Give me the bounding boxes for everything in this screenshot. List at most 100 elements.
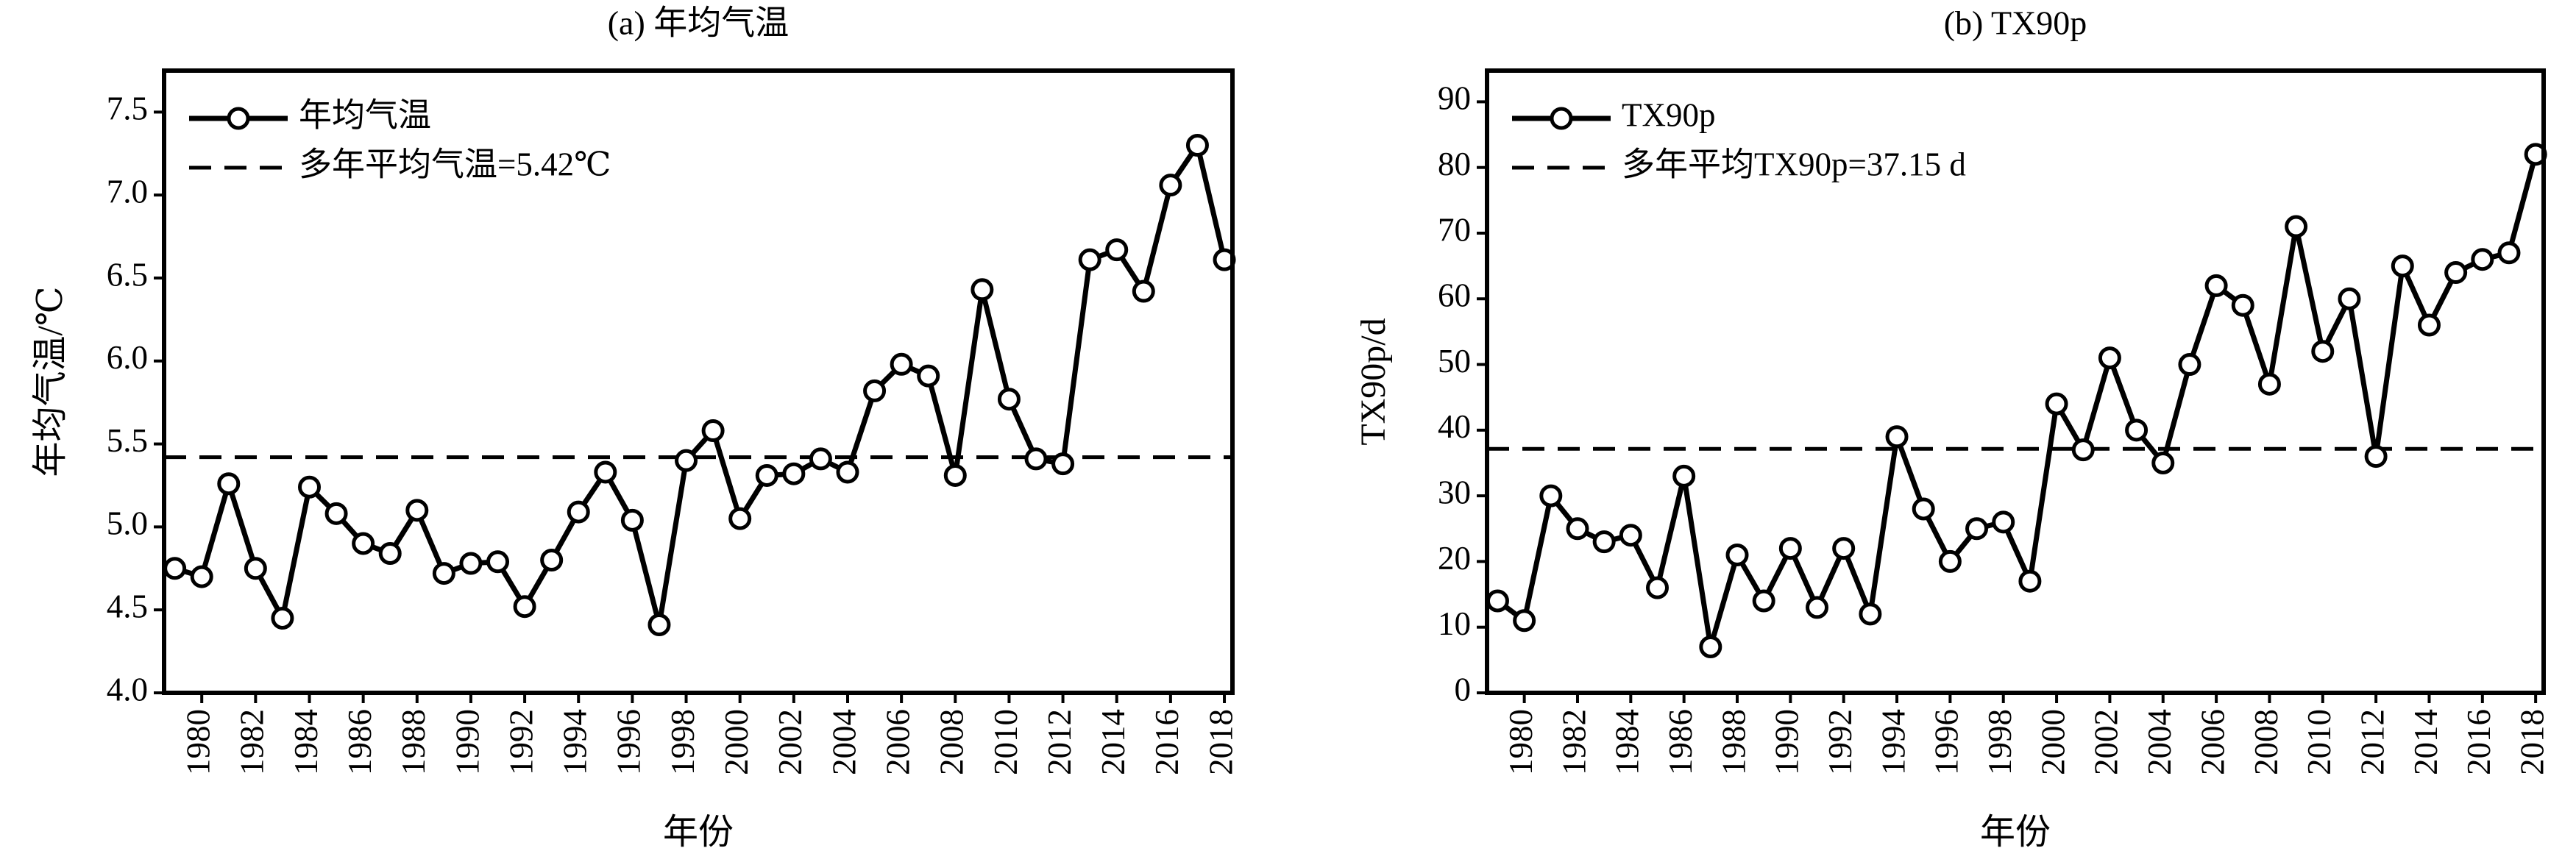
data-point: [2071, 438, 2095, 462]
x-tick-label: 1992: [1822, 709, 1859, 775]
data-point: [1992, 510, 2015, 534]
x-tick-label: 1992: [503, 709, 539, 775]
y-tick-label: 5.5: [107, 422, 148, 459]
data-point: [2444, 261, 2468, 285]
x-tick-label: 1998: [664, 709, 701, 775]
data-point: [1619, 524, 1642, 547]
data-point: [271, 606, 294, 630]
data-point: [1832, 537, 1856, 560]
legend-label: 多年平均气温=5.42℃: [299, 146, 611, 182]
x-tick-label: 1980: [1502, 709, 1539, 775]
data-point: [997, 388, 1021, 411]
data-point: [701, 419, 725, 443]
data-point: [2417, 313, 2441, 337]
data-point: [1859, 602, 1882, 626]
data-point: [1078, 248, 1101, 271]
data-point: [2285, 215, 2308, 238]
data-point: [890, 352, 913, 376]
x-tick-label: 2018: [2513, 709, 2550, 775]
x-tick-label: 2008: [2248, 709, 2285, 775]
data-point: [2311, 340, 2335, 363]
data-point: [2098, 346, 2121, 370]
data-point: [1539, 484, 1563, 507]
x-tick-label: 2006: [879, 709, 916, 775]
x-tick-label: 2014: [1095, 709, 1132, 775]
x-tick-label: 2016: [2460, 709, 2497, 775]
data-point: [163, 557, 187, 580]
x-tick-label: 1998: [1981, 709, 2018, 775]
x-tick-label: 1990: [449, 709, 486, 775]
data-point: [2018, 569, 2042, 593]
data-point: [1024, 447, 1048, 471]
data-point: [2497, 241, 2521, 265]
x-tick-label: 1994: [1875, 709, 1912, 775]
x-tick-label: 2000: [2034, 709, 2071, 775]
x-tick-label: 1982: [1555, 709, 1592, 775]
data-point: [2364, 445, 2388, 469]
x-tick-label: 1988: [395, 709, 432, 775]
x-axis-label: 年份: [663, 813, 734, 852]
y-tick-label: 10: [1438, 605, 1471, 642]
x-tick-label: 2012: [1041, 709, 1078, 775]
y-tick-label: 4.0: [107, 671, 148, 708]
data-point: [1185, 134, 1209, 157]
x-tick-label: 2002: [2088, 709, 2125, 775]
x-tick-label: 2004: [826, 709, 862, 775]
data-point: [190, 565, 213, 588]
data-point: [352, 532, 375, 555]
legend-marker: [227, 107, 250, 130]
data-point: [2125, 418, 2149, 442]
data-point: [2178, 353, 2201, 377]
data-point: [1672, 464, 1696, 488]
data-point: [1486, 589, 1509, 613]
legend-label: 年均气温: [299, 96, 431, 133]
x-tick-label: 2008: [934, 709, 971, 775]
y-tick-label: 7.0: [107, 174, 148, 210]
x-tick-label: 2016: [1149, 709, 1185, 775]
y-tick-label: 6.0: [107, 339, 148, 376]
data-point: [594, 460, 617, 484]
x-tick-label: 2018: [1202, 709, 1239, 775]
data-point: [647, 613, 671, 637]
data-point: [782, 462, 806, 485]
data-point: [1051, 452, 1075, 476]
x-tick-label: 1984: [1609, 709, 1646, 775]
data-point: [2151, 451, 2175, 474]
x-tick-label: 1980: [180, 709, 217, 775]
data-point: [971, 278, 994, 302]
y-tick-label: 30: [1438, 474, 1471, 510]
x-tick-label: 2006: [2194, 709, 2231, 775]
data-point: [675, 449, 698, 472]
data-point: [513, 595, 536, 619]
data-line: [1496, 153, 2538, 649]
data-point: [836, 460, 859, 484]
plot-frame: [162, 68, 1235, 695]
data-point: [378, 541, 402, 565]
x-tick-label: 1996: [1929, 709, 1965, 775]
data-point: [1159, 174, 1182, 197]
y-tick-label: 60: [1438, 277, 1471, 314]
data-point: [1725, 543, 1749, 566]
data-point: [1938, 549, 1962, 573]
data-point: [1513, 609, 1536, 633]
data-point: [540, 549, 564, 572]
x-tick-label: 1996: [611, 709, 647, 775]
y-tick-label: 70: [1438, 211, 1471, 248]
chart-title: (a) 年均气温: [608, 4, 790, 42]
data-point: [863, 379, 887, 402]
plot-frame: [1485, 68, 2546, 695]
data-point: [809, 447, 832, 471]
legend-marker: [1550, 107, 1573, 130]
data-point: [1778, 537, 1802, 560]
data-point: [567, 500, 590, 524]
data-point: [917, 364, 940, 388]
data-point: [2231, 293, 2254, 317]
x-tick-label: 1988: [1715, 709, 1752, 775]
data-point: [943, 463, 967, 487]
y-tick-label: 6.5: [107, 256, 148, 293]
x-tick-label: 1990: [1769, 709, 1806, 775]
x-tick-label: 2004: [2141, 709, 2178, 775]
data-point: [1965, 517, 1989, 541]
